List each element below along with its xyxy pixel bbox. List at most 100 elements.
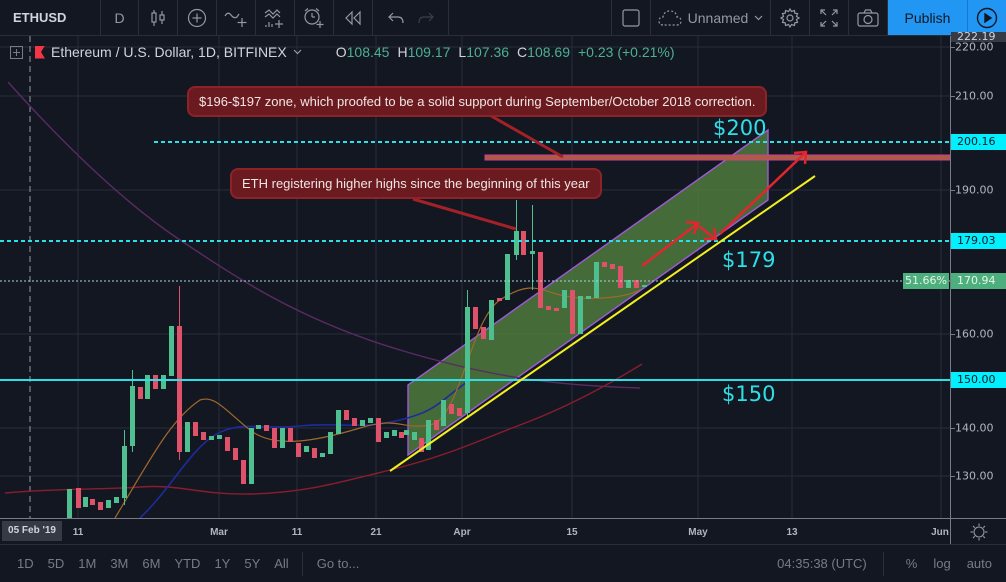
range-1d[interactable]: 1D bbox=[17, 556, 34, 571]
compare-button[interactable] bbox=[178, 0, 217, 35]
range-ytd[interactable]: YTD bbox=[174, 556, 201, 571]
range-5d[interactable]: 5D bbox=[47, 556, 65, 571]
range-6m[interactable]: 6M bbox=[142, 556, 161, 571]
price-label-190: 190.00 bbox=[955, 183, 994, 197]
time-label-mar-11: 11 bbox=[291, 527, 303, 538]
price-chart-canvas[interactable] bbox=[0, 36, 950, 518]
level-label-200[interactable]: $200 bbox=[713, 116, 767, 140]
fullscreen-icon bbox=[820, 8, 838, 27]
sun-gear-icon bbox=[970, 523, 988, 541]
undo-icon[interactable] bbox=[387, 11, 404, 25]
divider bbox=[882, 551, 884, 576]
drawing-mode-button[interactable] bbox=[612, 0, 651, 35]
chart-type-button[interactable] bbox=[139, 0, 178, 35]
price-tag-150: 150.00 bbox=[951, 372, 1006, 388]
goto-date-button[interactable]: Go to... bbox=[316, 556, 360, 571]
price-top-clipped: 222.19 bbox=[951, 31, 1006, 42]
chart-pane[interactable]: Ethereum / U.S. Dollar, 1D, BITFINEX O10… bbox=[0, 36, 950, 518]
layout-name-button[interactable]: Unnamed bbox=[651, 0, 771, 35]
replay-button[interactable] bbox=[334, 0, 373, 35]
indicator-add-icon bbox=[224, 8, 248, 28]
low-value: 107.36 bbox=[466, 44, 510, 60]
cloud-icon bbox=[658, 9, 682, 26]
last-price-tag: 170.94 bbox=[951, 273, 1006, 289]
gear-icon bbox=[780, 7, 800, 28]
high-key: H bbox=[397, 44, 408, 60]
price-tag-200: 200.16 bbox=[951, 134, 1006, 150]
create-alert-button[interactable] bbox=[295, 0, 334, 35]
indicators-button[interactable] bbox=[217, 0, 256, 35]
add-circle-icon bbox=[187, 8, 207, 28]
price-label-140: 140.00 bbox=[955, 421, 994, 435]
time-label-apr: Apr bbox=[453, 527, 471, 538]
open-value: 108.45 bbox=[346, 44, 390, 60]
callout-support-zone[interactable]: $196-$197 zone, which proofed to be a so… bbox=[187, 86, 768, 117]
undo-redo-group bbox=[373, 0, 449, 35]
log-scale-toggle[interactable]: log bbox=[933, 556, 951, 571]
range-1m[interactable]: 1M bbox=[78, 556, 97, 571]
level-label-179[interactable]: $179 bbox=[722, 248, 776, 272]
close-key: C bbox=[517, 44, 528, 60]
range-all[interactable]: All bbox=[274, 556, 289, 571]
axis-settings-button[interactable] bbox=[950, 518, 1006, 544]
alarm-clock-icon bbox=[303, 7, 325, 29]
price-label-130: 130.00 bbox=[955, 469, 994, 483]
crosshair-date-label: 05 Feb '19 bbox=[2, 521, 62, 541]
ohlc-values: O108.45 H109.17 L107.36 C108.69 +0.23 (+… bbox=[336, 44, 675, 60]
divider bbox=[301, 551, 303, 576]
percent-scale-toggle[interactable]: % bbox=[905, 556, 918, 571]
top-toolbar: ETHUSD D bbox=[0, 0, 1006, 36]
open-key: O bbox=[335, 44, 347, 60]
time-label-feb-11: 11 bbox=[72, 527, 84, 538]
chevron-down-icon bbox=[754, 15, 763, 21]
flag-icon[interactable] bbox=[35, 45, 45, 59]
publish-dropdown-button[interactable] bbox=[968, 0, 1006, 35]
time-label-mar: Mar bbox=[210, 527, 228, 538]
redo-icon[interactable] bbox=[417, 11, 434, 25]
time-axis[interactable]: 11 Mar 11 21 Apr 15 May 13 Jun 05 Feb '1… bbox=[0, 518, 950, 544]
symbol-legend: Ethereum / U.S. Dollar, 1D, BITFINEX O10… bbox=[10, 44, 675, 60]
auto-scale-toggle[interactable]: auto bbox=[966, 556, 992, 571]
bottom-toolbar: 1D 5D 1M 3M 6M YTD 1Y 5Y All Go to... 04… bbox=[0, 544, 1006, 582]
low-key: L bbox=[458, 44, 467, 60]
layout-name: Unnamed bbox=[687, 9, 749, 26]
play-circle-icon bbox=[976, 7, 998, 29]
price-label-210: 210.00 bbox=[955, 89, 994, 103]
financials-button[interactable] bbox=[256, 0, 295, 35]
camera-icon bbox=[857, 8, 879, 27]
fullscreen-button[interactable] bbox=[810, 0, 849, 35]
square-icon bbox=[622, 8, 640, 27]
symbol-search-button[interactable]: ETHUSD bbox=[0, 0, 101, 35]
multi-indicator-icon bbox=[263, 8, 287, 28]
time-label-apr-15: 15 bbox=[566, 527, 578, 538]
range-5y[interactable]: 5Y bbox=[244, 556, 261, 571]
snapshot-button[interactable] bbox=[849, 0, 888, 35]
close-value: 108.69 bbox=[527, 44, 570, 60]
price-axis[interactable]: 222.19 220.00 210.00 200.16 190.00 179.0… bbox=[950, 31, 1006, 518]
price-label-220: 220.00 bbox=[955, 40, 994, 54]
change-value: +0.23 (+0.21%) bbox=[578, 44, 675, 60]
publish-button[interactable]: Publish bbox=[888, 0, 968, 35]
time-label-may-13: 13 bbox=[786, 527, 798, 538]
candles bbox=[67, 200, 647, 518]
rewind-icon bbox=[344, 10, 362, 26]
utc-clock[interactable]: 04:35:38 (UTC) bbox=[777, 556, 867, 571]
range-3m[interactable]: 3M bbox=[110, 556, 129, 571]
interval-button[interactable]: D bbox=[101, 0, 139, 35]
level-label-150[interactable]: $150 bbox=[722, 382, 776, 406]
high-value: 109.17 bbox=[407, 44, 451, 60]
percent-change-tag: 51.66% bbox=[903, 273, 949, 289]
expand-legend-button[interactable] bbox=[10, 45, 23, 59]
time-label-may: May bbox=[688, 527, 708, 538]
callout-higher-highs[interactable]: ETH registering higher highs since the b… bbox=[230, 168, 602, 199]
candles-icon bbox=[149, 9, 167, 27]
range-1y[interactable]: 1Y bbox=[214, 556, 231, 571]
chevron-down-icon[interactable] bbox=[293, 49, 302, 55]
toolbar-spacer bbox=[449, 0, 612, 35]
price-label-160: 160.00 bbox=[955, 327, 994, 341]
time-label-mar-21: 21 bbox=[370, 527, 382, 538]
time-label-jun: Jun bbox=[931, 527, 949, 538]
settings-button[interactable] bbox=[771, 0, 810, 35]
series-title[interactable]: Ethereum / U.S. Dollar, 1D, BITFINEX bbox=[51, 44, 287, 60]
price-tag-179: 179.03 bbox=[951, 233, 1006, 249]
